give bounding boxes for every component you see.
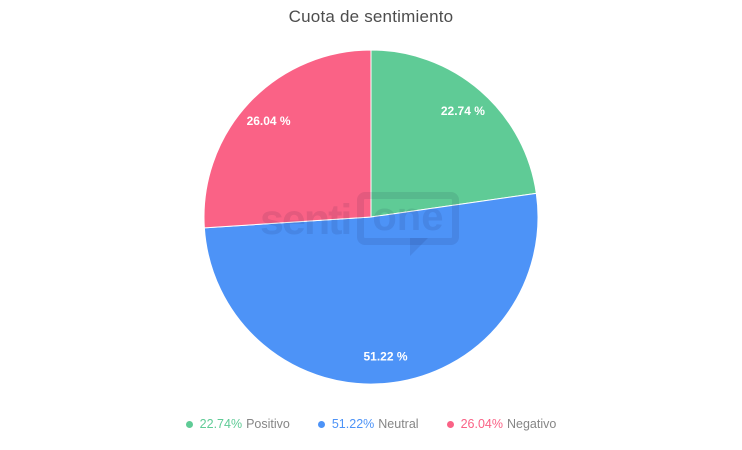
legend: 22.74% Positivo 51.22% Neutral 26.04% Ne… <box>0 417 742 431</box>
legend-item-neutral[interactable]: 51.22% Neutral <box>317 417 419 431</box>
slice-label-negativo: 26.04 % <box>247 114 291 128</box>
pie-slice-neutral[interactable] <box>203 192 539 385</box>
chart-title: Cuota de sentimiento <box>288 7 454 26</box>
legend-pct-negativo: 26.04% <box>460 417 503 431</box>
legend-name-negativo: Negativo <box>506 417 557 431</box>
legend-item-positivo[interactable]: 22.74% Positivo <box>185 417 290 431</box>
legend-pct-positivo: 22.74% <box>199 417 243 431</box>
legend-pct-neutral: 51.22% <box>331 417 375 431</box>
pie-svg: 22.74 % 51.22 % 26.04 % <box>203 49 539 385</box>
slice-label-positivo: 22.74 % <box>441 104 485 118</box>
pie-slice-positivo[interactable] <box>370 49 537 218</box>
legend-dot-positivo-icon <box>185 420 193 428</box>
pie-slice-negativo[interactable] <box>203 49 372 229</box>
legend-dot-negativo-icon <box>446 420 454 428</box>
legend-name-neutral: Neutral <box>378 417 419 431</box>
legend-name-positivo: Positivo <box>246 417 290 431</box>
slice-label-neutral: 51.22 % <box>363 350 407 364</box>
legend-dot-neutral-icon <box>317 420 325 428</box>
legend-item-negativo[interactable]: 26.04% Negativo <box>446 417 557 431</box>
